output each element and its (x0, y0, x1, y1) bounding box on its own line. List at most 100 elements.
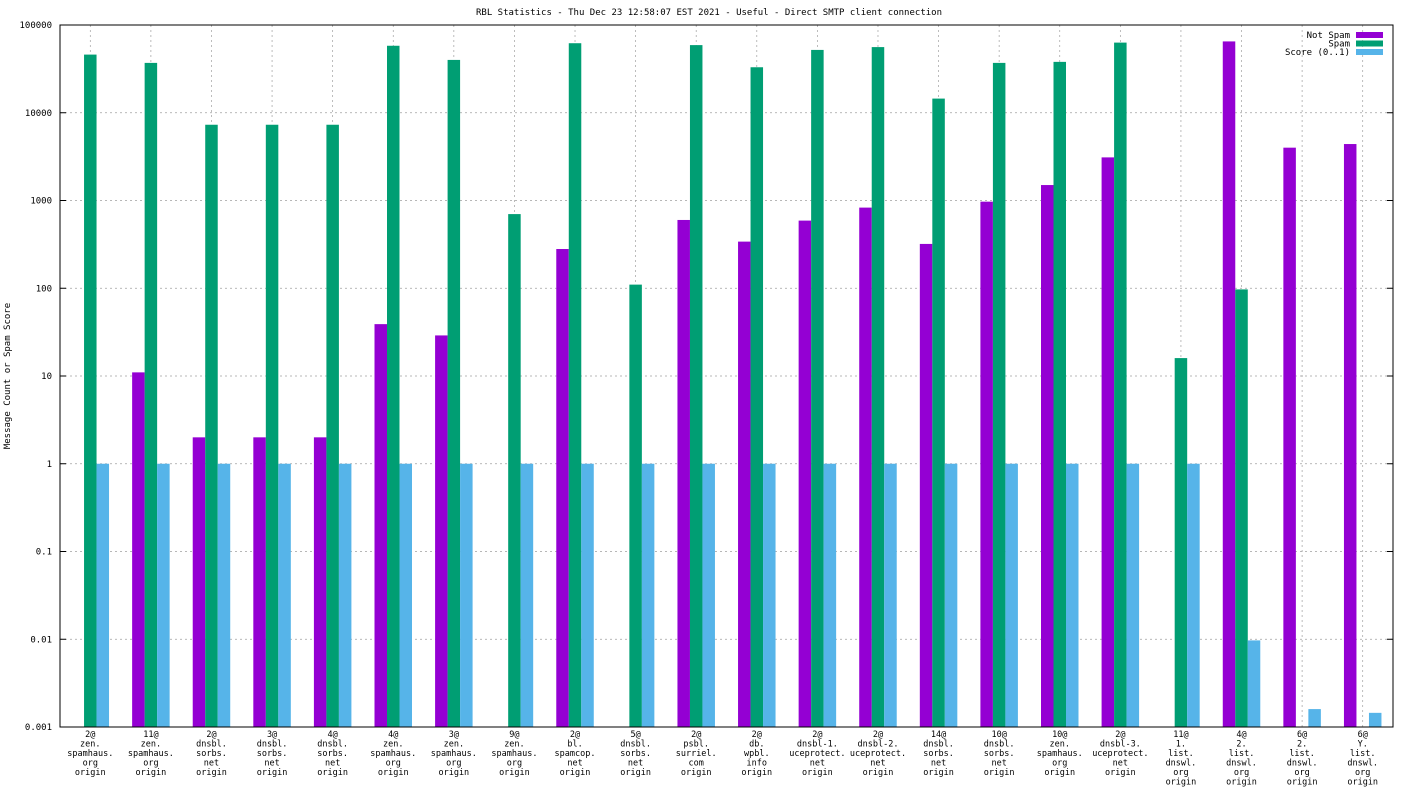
x-category-label: 2@ bl. spamcop. net origin (555, 730, 596, 778)
bar-score-0-1 (823, 463, 837, 727)
x-category-label-line: spamhaus. (1037, 749, 1083, 759)
bar-spam (326, 124, 339, 728)
legend-swatch (1356, 49, 1383, 55)
x-category-label: 5@ dnsbl. sorbs. net origin (620, 730, 651, 778)
x-category-label-line: wpbl. (744, 749, 770, 759)
bar-not-spam (919, 243, 933, 727)
x-category-label-line: net (325, 759, 340, 769)
bar-spam (387, 45, 400, 727)
x-category-label-line: zen. (444, 740, 464, 750)
x-category-label-line: 6@ (1297, 730, 1307, 740)
x-category-label-line: net (264, 759, 279, 769)
bar-not-spam (374, 324, 387, 727)
x-category-label: 10@ dnsbl. sorbs. net origin (984, 730, 1015, 778)
bar-spam (629, 284, 642, 727)
legend-label: Not Spam (1307, 31, 1350, 41)
x-category-label-line: origin (317, 768, 348, 778)
x-category-label-line: net (204, 759, 219, 769)
x-category-label-line: org (83, 759, 98, 769)
legend-label: Spam (1328, 40, 1350, 50)
x-category-label-line: org (143, 759, 158, 769)
x-category-label-line: spamhaus. (370, 749, 416, 759)
x-category-label-line: 11@ (1173, 730, 1188, 740)
x-category-label-line: 5@ (630, 730, 640, 740)
x-category-label-line: 10@ (1052, 730, 1067, 740)
bar-not-spam (677, 219, 690, 727)
bar-spam (1114, 42, 1127, 728)
x-category-label-line: net (870, 759, 885, 769)
bar-not-spam (738, 241, 751, 727)
bar-spam (992, 62, 1006, 727)
bar-not-spam (1041, 185, 1054, 728)
x-category-label: 11@ 1. list. dnswl. org origin (1166, 730, 1197, 788)
x-category-label-line: org (1052, 759, 1067, 769)
x-category-label-line: dnswl. (1287, 759, 1318, 769)
x-category-label-line: 2. (1236, 740, 1246, 750)
bar-score-0-1 (1368, 712, 1382, 727)
bar-score-0-1 (702, 463, 715, 727)
bar-spam (508, 214, 521, 727)
x-category-label-line: dnsbl-3. (1100, 740, 1141, 750)
x-category-label-line: db. (749, 740, 764, 750)
x-category-label-line: uceprotect. (1092, 749, 1148, 759)
bar-spam (871, 47, 885, 728)
x-category-label-line: dnsbl. (257, 740, 288, 750)
x-category-label-line: 2@ (752, 730, 762, 740)
bar-not-spam (1101, 157, 1115, 728)
bar-score-0-1 (278, 463, 291, 727)
y-axis-label: Message Count or Spam Score (3, 303, 13, 449)
bar-score-0-1 (763, 463, 776, 727)
chart-title: RBL Statistics - Thu Dec 23 12:58:07 EST… (476, 8, 942, 18)
x-category-label-line: org (386, 759, 401, 769)
x-category-label-line: origin (1287, 778, 1318, 788)
x-category-label-line: origin (1347, 778, 1378, 788)
x-category-label-line: origin (136, 768, 167, 778)
x-category-label-line: spamhaus. (128, 749, 174, 759)
bar-not-spam (859, 207, 872, 727)
bar-not-spam (556, 249, 569, 727)
bar-not-spam (798, 220, 812, 728)
x-category-label-line: origin (257, 768, 288, 778)
bar-not-spam (1222, 41, 1236, 727)
x-category-label-line: net (628, 759, 643, 769)
x-category-label: 2@ zen. spamhaus. org origin (67, 730, 113, 778)
x-category-label-line: org (1294, 768, 1309, 778)
bar-score-0-1 (1126, 463, 1140, 727)
bar-not-spam (132, 372, 145, 727)
bar-spam (84, 54, 97, 727)
x-category-label-line: 4@ (1236, 730, 1246, 740)
x-category-label-line: sorbs. (317, 749, 348, 759)
x-category-label-line: org (1173, 768, 1188, 778)
x-category-label-line: origin (378, 768, 409, 778)
x-category-label-line: list. (1289, 749, 1315, 759)
x-category-label-line: spamcop. (555, 749, 596, 759)
x-category-label-line: psbl. (683, 740, 709, 750)
x-category-label-line: origin (923, 768, 954, 778)
x-category-label-line: 3@ (449, 730, 459, 740)
bar-not-spam (1343, 144, 1357, 727)
x-category-label: 2@ dnsbl-2. uceprotect. net origin (850, 730, 906, 778)
y-tick-labels: 0.001 0.01 0.1 1 10 100 1000 10000 100000 (19, 21, 52, 733)
x-category-label-line: spamhaus. (431, 749, 477, 759)
x-category-label-line: 9@ (509, 730, 519, 740)
bar-spam (1053, 61, 1066, 728)
x-category-label-line: origin (1105, 768, 1136, 778)
legend-swatch (1356, 40, 1383, 47)
x-category-label: 3@ zen. spamhaus. org origin (431, 730, 477, 778)
x-category-label: 10@ zen. spamhaus. org origin (1037, 730, 1083, 778)
y-tick-label: 0.1 (36, 548, 52, 558)
bar-spam (811, 49, 824, 727)
bar-spam (1235, 289, 1248, 727)
bar-spam (205, 124, 218, 728)
x-category-label-line: origin (681, 768, 712, 778)
bar-score-0-1 (1187, 463, 1200, 727)
x-category-label: 2@ dnsbl-1. uceprotect. net origin (789, 730, 845, 778)
x-category-label: 11@ zen. spamhaus. org origin (128, 730, 174, 778)
x-category-label-line: 3@ (267, 730, 277, 740)
x-category-label-line: net (810, 759, 825, 769)
bar-score-0-1 (96, 463, 110, 727)
legend-label: Score (0..1) (1285, 48, 1350, 58)
y-tick-label: 0.01 (30, 635, 52, 645)
